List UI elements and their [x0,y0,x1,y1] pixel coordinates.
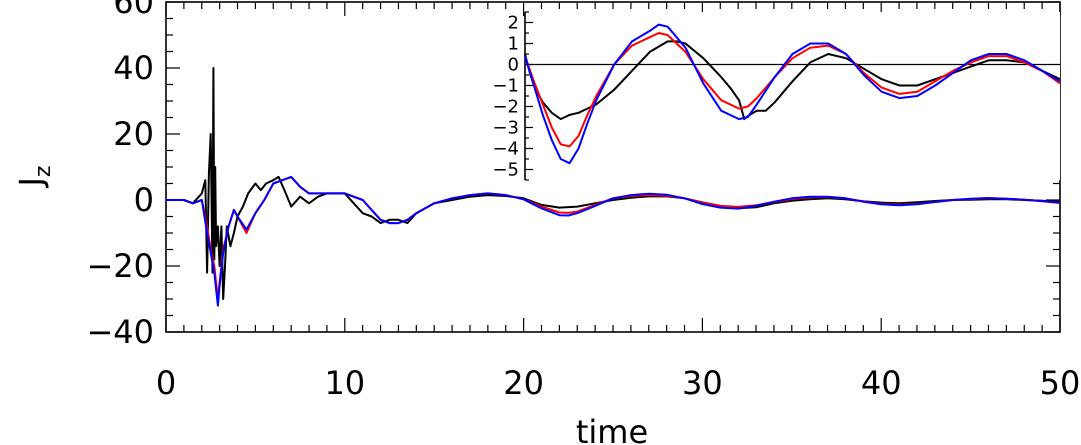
main-y-tick-label: −20 [86,247,154,285]
main-x-tick-label: 20 [503,364,544,402]
inset-background [525,12,1060,180]
main-y-tick-label: 20 [113,115,154,153]
inset-y-tick-label: −5 [492,160,519,181]
main-y-tick-label: −40 [86,313,154,351]
main-series-line-2 [166,175,1061,307]
main-x-tick-label: 50 [1040,364,1081,402]
y-axis-label-main: J [12,177,50,188]
main-y-tick-label: 40 [113,49,154,87]
inset-y-tick-label: 1 [508,34,519,55]
inset-y-tick-label: −4 [492,139,519,160]
inset-y-tick-label: −3 [492,118,519,139]
inset-y-tick-label: −1 [492,76,519,97]
x-axis-label: time [576,413,648,445]
inset-y-tick-label: −2 [492,97,519,118]
main-x-tick-label: 40 [861,364,902,402]
main-x-tick-label: 10 [324,364,365,402]
y-axis-label-subscript: z [31,166,56,178]
inset-y-tick-label: 0 [508,55,519,76]
main-series-line-0 [166,67,1061,300]
y-axis-label-group: Jz [12,166,56,189]
main-x-tick-label: 0 [156,364,176,402]
main-series-line-1 [166,175,1061,300]
inset-y-tick-label: 2 [508,13,519,34]
main-y-tick-label: 60 [113,0,154,21]
inset-series-line-1 [524,32,1061,148]
main-x-tick-label: 30 [682,364,723,402]
inset-series-line-2 [524,23,1061,165]
main-y-tick-label: 0 [134,181,154,219]
y-axis-label: Jz [12,166,56,189]
